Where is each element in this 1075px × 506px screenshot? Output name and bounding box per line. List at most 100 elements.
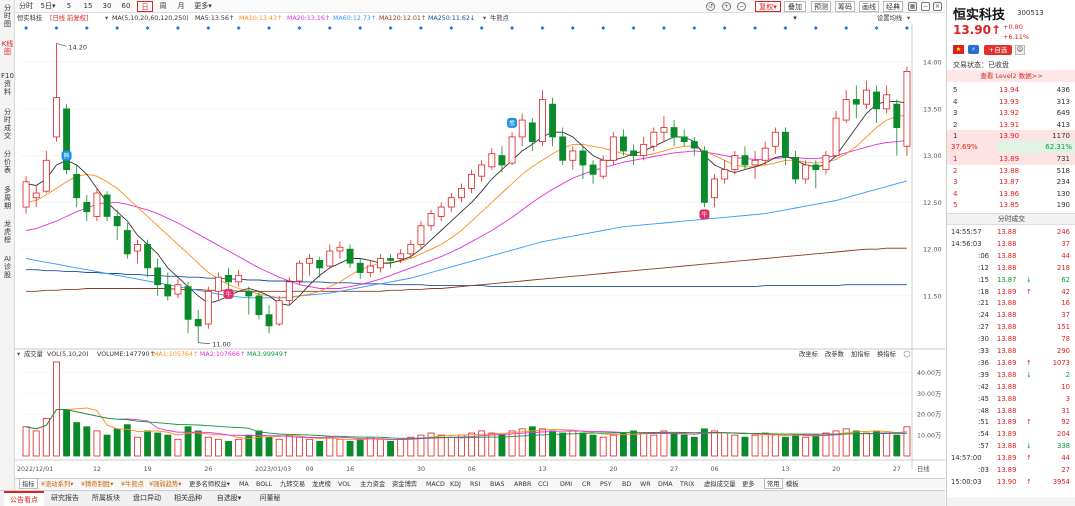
- close-icon[interactable]: ×: [933, 2, 942, 11]
- trade-row[interactable]: :15 13.87 ↓ 62: [947, 275, 1075, 287]
- trade-row[interactable]: :03 13.89 27: [947, 465, 1075, 477]
- ma-settings-caret[interactable]: ▾: [907, 15, 911, 22]
- indicator-tab-23[interactable]: WR: [640, 481, 651, 488]
- bid-row[interactable]: 2 13.88 518: [947, 165, 1075, 177]
- vol-tool-1[interactable]: 改参数: [825, 349, 845, 358]
- period-tab-0[interactable]: 分时: [19, 2, 33, 10]
- vol-tool-2[interactable]: 加指标: [851, 349, 871, 358]
- indicator-tab-7[interactable]: BOLL: [256, 481, 273, 488]
- indicator-tab-21[interactable]: PSY: [600, 481, 612, 488]
- level2-link[interactable]: 查看 Level2 数据>>: [947, 70, 1075, 82]
- indicator-tab-8[interactable]: 九转交易: [280, 481, 306, 488]
- indicator-tab-25[interactable]: TRIX: [680, 481, 695, 488]
- indicator-tab-10[interactable]: VOL: [338, 481, 351, 488]
- ask-row[interactable]: 2 13.91 413: [947, 119, 1075, 131]
- indicator-tab-13[interactable]: MACD: [426, 481, 445, 488]
- indicator-tab-9[interactable]: 龙虎榜: [312, 481, 331, 488]
- trade-row[interactable]: 15:00:03 13.90 ↑ 3954: [947, 477, 1075, 489]
- ma-settings-dropdown[interactable]: ▾: [105, 15, 109, 22]
- trade-row[interactable]: :27 13.88 151: [947, 322, 1075, 334]
- indicator-tab-15[interactable]: RSI: [470, 481, 481, 488]
- minimize-icon[interactable]: −: [921, 2, 930, 11]
- trade-row[interactable]: :06 13.88 44: [947, 251, 1075, 263]
- trade-row[interactable]: 14:57:00 13.89 ↑ 44: [947, 453, 1075, 465]
- indicator-tab-19[interactable]: DMI: [560, 481, 573, 488]
- left-tab-7[interactable]: AI诊股: [4, 255, 11, 279]
- trade-row[interactable]: 14:55:57 13.88 246: [947, 227, 1075, 239]
- bottom-tab-1[interactable]: 研究报告: [51, 494, 79, 502]
- indicator-tab-12[interactable]: 资金博弈: [392, 481, 418, 488]
- indicator-tab-2[interactable]: ¥猜奇制胜▾: [81, 481, 114, 488]
- indicator-tab-20[interactable]: CR: [582, 481, 591, 488]
- niu-dropdown[interactable]: ▾: [483, 15, 487, 22]
- trade-row[interactable]: :18 13.89 ↑ 42: [947, 287, 1075, 299]
- indicator-tab-0[interactable]: 指标: [19, 478, 38, 489]
- trade-row[interactable]: :39 13.88 ↓ 2: [947, 370, 1075, 382]
- bull-bear-marker[interactable]: 熊: [61, 150, 72, 161]
- left-tab-4[interactable]: 分价表: [4, 150, 11, 174]
- indicator-tab-11[interactable]: 主力资金: [360, 481, 386, 488]
- trades-list[interactable]: 14:55:57 13.88 246 14:56:03 13.88 37:06 13.88 4…: [947, 227, 1075, 495]
- ask-row[interactable]: 4 13.93 313: [947, 96, 1075, 108]
- bid-row[interactable]: 5 13.85 190: [947, 199, 1075, 211]
- draw-line-button[interactable]: 画线: [859, 1, 879, 12]
- add-watchlist-button[interactable]: +自选: [984, 45, 1012, 55]
- bottom-tab-3[interactable]: 盘口异动: [133, 494, 161, 502]
- period-tab-2[interactable]: 5: [66, 2, 72, 10]
- zoom-out-icon[interactable]: −: [737, 2, 746, 11]
- back-icon[interactable]: ↺: [706, 2, 715, 11]
- bull-bear-marker[interactable]: 牛: [699, 209, 710, 220]
- panel-scroll[interactable]: [947, 497, 1075, 506]
- trade-row[interactable]: :57 13.88 ↓ 338: [947, 441, 1075, 453]
- indicator-tab-28[interactable]: 常用: [764, 478, 783, 489]
- indicator-tab-5[interactable]: 更多名师权益▾: [189, 481, 230, 488]
- indicator-tab-1[interactable]: ¥流动系列▾: [41, 481, 74, 488]
- vol-tool-0[interactable]: 改坐标: [799, 349, 819, 358]
- niu-indicator[interactable]: 牛熊点: [490, 15, 509, 22]
- period-tab-1[interactable]: 5日▾: [40, 2, 56, 10]
- trade-row[interactable]: :51 13.89 ↑ 92: [947, 417, 1075, 429]
- period-tab-8[interactable]: 月: [177, 2, 185, 10]
- trade-row[interactable]: :48 13.88 31: [947, 406, 1075, 418]
- left-tab-6[interactable]: 龙虎榜: [4, 220, 11, 244]
- bull-bear-marker[interactable]: 熊: [507, 117, 518, 128]
- chips-button[interactable]: 筹码: [835, 1, 855, 12]
- trade-row[interactable]: :54 13.89 204: [947, 429, 1075, 441]
- indicator-tab-26[interactable]: 虚拟成交量: [704, 481, 736, 488]
- period-tab-7[interactable]: 周: [159, 2, 167, 10]
- ask-row[interactable]: 5 13.94 436: [947, 84, 1075, 96]
- trade-row[interactable]: :42 13.88 10: [947, 382, 1075, 394]
- period-tab-4[interactable]: 30: [102, 2, 112, 10]
- forecast-button[interactable]: 预测: [811, 1, 831, 12]
- period-tab-3[interactable]: 15: [83, 2, 93, 10]
- bid-row[interactable]: 1 13.89 731: [947, 153, 1075, 165]
- indicator-tab-4[interactable]: ¥强弱趋势▾: [149, 481, 182, 488]
- left-tab-0[interactable]: 分时图: [4, 4, 11, 28]
- kline-type[interactable]: [日线 前复权]: [50, 15, 89, 22]
- fuquan-dropdown[interactable]: 复权▾: [755, 1, 781, 12]
- bid-row[interactable]: 3 13.87 234: [947, 176, 1075, 188]
- trade-row[interactable]: 14:56:03 13.88 37: [947, 239, 1075, 251]
- indicator-tab-24[interactable]: DMA: [658, 481, 673, 488]
- indicator-tab-14[interactable]: KDJ: [450, 481, 461, 488]
- trade-row[interactable]: :30 13.88 78: [947, 334, 1075, 346]
- vol-tool-3[interactable]: 换指标: [877, 349, 897, 358]
- left-tab-5[interactable]: 多周期: [4, 186, 11, 210]
- indicator-tab-16[interactable]: BIAS: [490, 481, 505, 488]
- trade-row[interactable]: :33 13.88 290: [947, 346, 1075, 358]
- left-tab-2[interactable]: F10资料: [1, 72, 14, 96]
- bull-bear-marker[interactable]: 牛: [223, 288, 234, 299]
- indicator-tab-27[interactable]: 更多: [742, 481, 755, 488]
- indicator-tab-29[interactable]: 模板: [786, 481, 799, 488]
- indicator-tab-17[interactable]: ARBR: [514, 481, 532, 488]
- period-tab-9[interactable]: 更多▾: [194, 2, 212, 10]
- bid-row[interactable]: 4 13.86 130: [947, 188, 1075, 200]
- indicator-tab-6[interactable]: MA: [239, 481, 249, 488]
- bottom-tab-6[interactable]: 问董秘: [259, 494, 281, 502]
- trade-row[interactable]: :45 13.88 3: [947, 394, 1075, 406]
- indicator-tab-18[interactable]: CCI: [538, 481, 549, 488]
- zoom-in-icon[interactable]: +: [722, 2, 731, 11]
- trade-row[interactable]: :24 13.88 37: [947, 310, 1075, 322]
- lightning-icon[interactable]: ⚡: [968, 45, 979, 54]
- classic-button[interactable]: 经典: [883, 1, 903, 12]
